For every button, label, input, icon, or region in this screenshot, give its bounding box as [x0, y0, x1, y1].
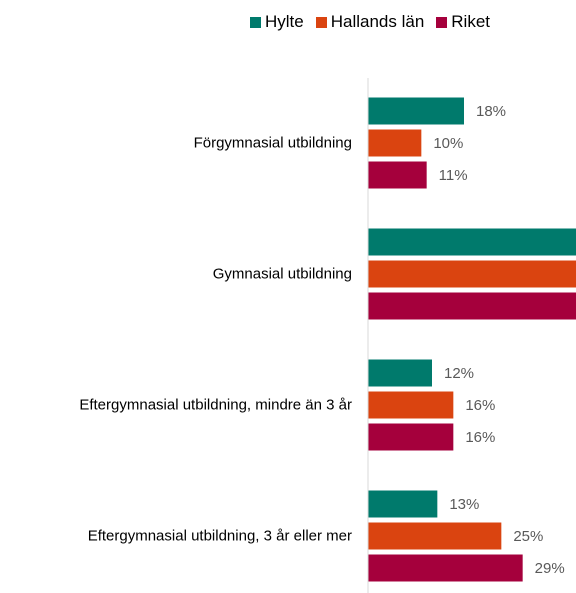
- value-label: 25%: [513, 528, 543, 545]
- bar: [368, 423, 454, 451]
- bar: [368, 260, 576, 288]
- value-label: 12%: [444, 365, 474, 382]
- value-label: 11%: [439, 167, 468, 184]
- legend-label: Hallands län: [330, 12, 425, 31]
- bar: [368, 522, 502, 550]
- category-label: Eftergymnasial utbildning, 3 år eller me…: [88, 527, 352, 546]
- bar: [368, 161, 427, 189]
- category-label: Gymnasial utbildning: [213, 265, 352, 284]
- legend-label: Riket: [451, 12, 491, 31]
- category-label: Eftergymnasial utbildning, mindre än 3 å…: [79, 396, 352, 415]
- bar: [368, 292, 576, 320]
- legend: Hylte Hallands län Riket: [200, 12, 540, 32]
- legend-swatch: [315, 16, 327, 28]
- bar: [368, 359, 432, 387]
- value-label: 29%: [535, 560, 565, 577]
- category-text: Gymnasial utbildning: [212, 265, 352, 283]
- bar: [368, 490, 438, 518]
- value-label: 10%: [433, 135, 463, 152]
- category-text: Förgymnasial utbildning: [193, 134, 352, 152]
- category-text: Eftergymnasial utbildning, mindre än 3 å…: [79, 396, 352, 414]
- value-label: 16%: [465, 429, 495, 446]
- legend-swatch: [436, 16, 448, 28]
- legend-label: Hylte: [264, 12, 304, 31]
- bar: [368, 97, 464, 125]
- bar: [368, 554, 523, 582]
- category-text: Eftergymnasial utbildning, 3 år eller me…: [87, 527, 352, 545]
- bar: [368, 129, 422, 157]
- legend-item: Riket: [436, 12, 490, 32]
- value-label: 18%: [476, 103, 506, 120]
- bar: [368, 228, 576, 256]
- bar: [368, 391, 454, 419]
- category-label: Förgymnasial utbildning: [194, 134, 352, 153]
- value-label: 13%: [449, 496, 479, 513]
- legend-swatch: [249, 16, 261, 28]
- legend-item: Hallands län: [315, 12, 425, 32]
- legend-item: Hylte: [249, 12, 304, 32]
- value-label: 16%: [465, 397, 495, 414]
